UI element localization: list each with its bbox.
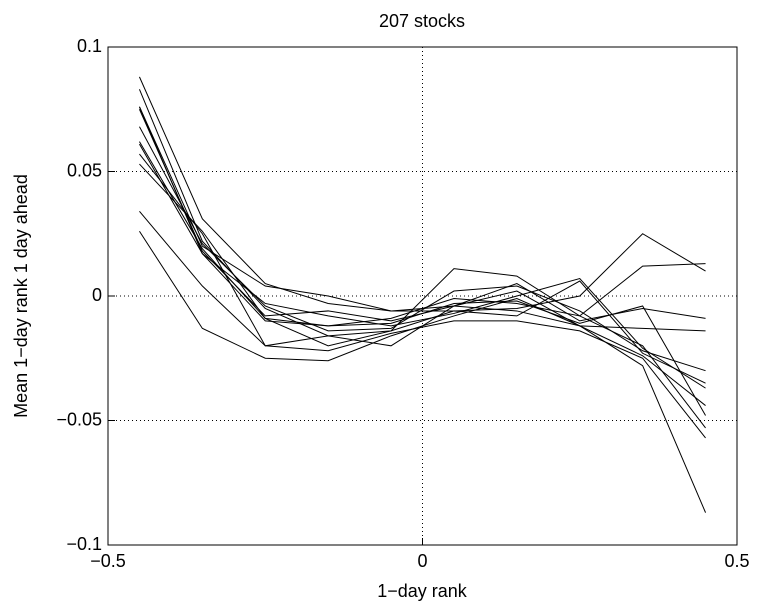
data-line <box>138 76 706 312</box>
data-line <box>139 163 706 429</box>
data-line <box>139 211 706 439</box>
data-line <box>139 230 707 513</box>
y-tick-label: −0.1 <box>66 534 102 554</box>
data-line <box>139 141 706 384</box>
data-line <box>139 143 706 389</box>
data-line <box>138 106 706 416</box>
y-tick-label: 0 <box>92 285 102 305</box>
plot-frame <box>107 46 738 546</box>
chart-title: 207 stocks <box>379 11 465 31</box>
data-line <box>138 109 706 332</box>
x-tick-label: −0.5 <box>90 551 126 571</box>
y-tick-label: 0.1 <box>77 36 102 56</box>
x-tick-label: 0 <box>417 551 427 571</box>
x-axis-label: 1−day rank <box>377 581 468 601</box>
data-line <box>138 89 706 337</box>
x-tick-label: 0.5 <box>724 551 749 571</box>
y-tick-label: 0.05 <box>67 160 102 180</box>
y-axis-label: Mean 1−day rank 1 day ahead <box>11 174 31 418</box>
y-tick-label: −0.05 <box>56 409 102 429</box>
data-line <box>138 106 706 322</box>
